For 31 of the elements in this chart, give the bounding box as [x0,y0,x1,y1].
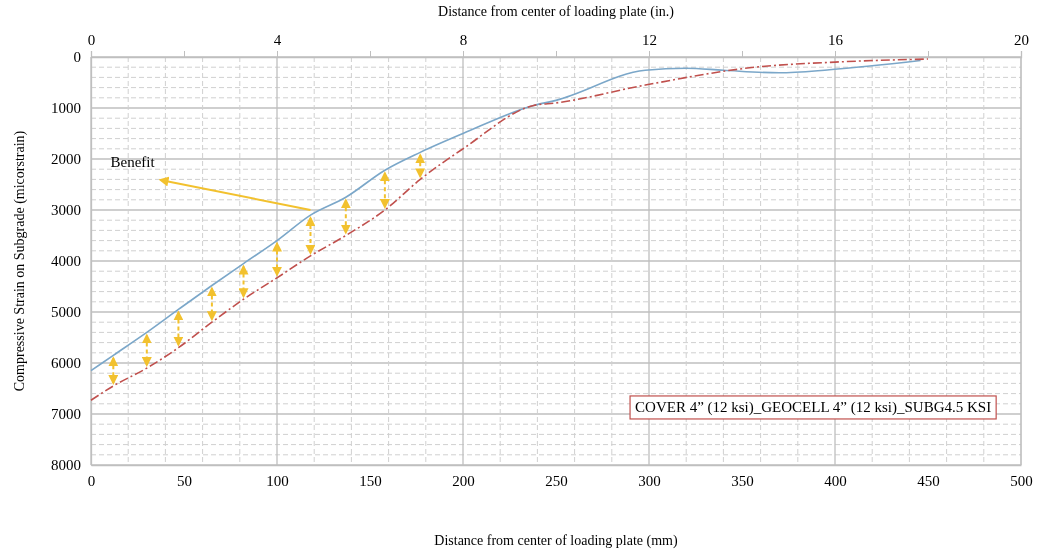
y-tick-label: 6000 [51,355,81,372]
y-tick-label: 3000 [51,202,81,219]
y-tick-label: 7000 [51,406,81,423]
x2-tick-label: 20 [1014,32,1029,48]
x-tick-label: 450 [917,472,940,489]
x-tick-label: 100 [266,472,289,489]
x-tick-label: 400 [824,472,847,489]
x-tick-label: 50 [177,472,192,489]
x-axis-title: Distance from center of loading plate (mm) [434,533,679,549]
y-tick-label: 8000 [51,457,81,474]
y-tick-label: 5000 [51,304,81,321]
x-tick-label: 200 [452,472,475,489]
y-axis-title: Compressive Strain on Subgrade (micorstrain) [12,130,28,392]
x-tick-label: 500 [1010,472,1033,489]
y-tick-label: 0 [73,49,81,66]
x-tick-label: 150 [359,472,382,489]
x2-axis-title: Distance from center of loading plate (in.) [438,4,675,20]
y-tick-label: 2000 [51,151,81,168]
x2-tick-label: 16 [828,32,844,48]
x-tick-label: 350 [731,472,754,489]
x-tick-label: 0 [87,472,96,489]
x-tick-label: 250 [545,472,568,489]
x2-tick-label: 12 [642,32,657,48]
annotation: COVER 4” (12 ksi)_GEOCELL 4” (12 ksi)_SUBG4.5 KSI [635,398,992,416]
x2-tick-label: 0 [87,32,96,48]
y-tick-label: 1000 [51,100,81,117]
y-tick-label: 4000 [51,253,81,270]
annotation: Benefit [110,154,156,170]
x2-tick-label: 8 [459,32,468,48]
x-tick-label: 300 [638,472,661,489]
x2-tick-label: 4 [273,32,282,48]
